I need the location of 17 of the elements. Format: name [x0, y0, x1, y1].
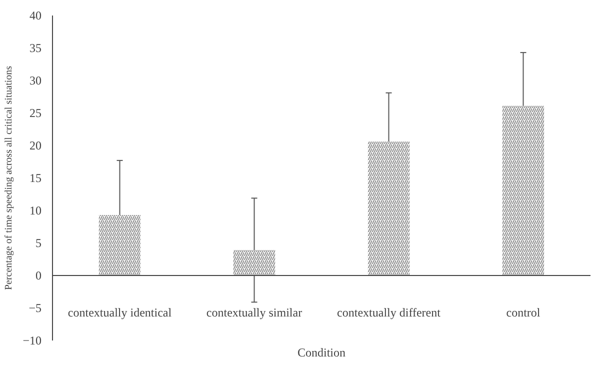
- y-tick-label: 0: [36, 268, 42, 282]
- x-tick-label: contextually different: [337, 306, 442, 320]
- y-tick-label: 25: [30, 106, 42, 120]
- x-tick-label: contextually similar: [206, 306, 302, 320]
- y-tick-label: −10: [22, 334, 42, 348]
- y-tick-label: 10: [30, 204, 42, 218]
- x-axis-title: Condition: [297, 346, 346, 360]
- y-tick-label: 15: [30, 171, 42, 185]
- x-tick-label: contextually identical: [68, 306, 172, 320]
- y-axis-title: Percentage of time speeding across all critical situations: [4, 66, 15, 290]
- y-tick-label: 20: [30, 138, 42, 152]
- y-tick-label: 30: [30, 74, 42, 88]
- y-tick-label: 35: [30, 41, 42, 55]
- y-tick-label: −5: [28, 301, 42, 315]
- y-tick-label: 40: [30, 8, 42, 22]
- y-tick-label: 5: [36, 236, 42, 250]
- x-tick-label: control: [506, 306, 541, 320]
